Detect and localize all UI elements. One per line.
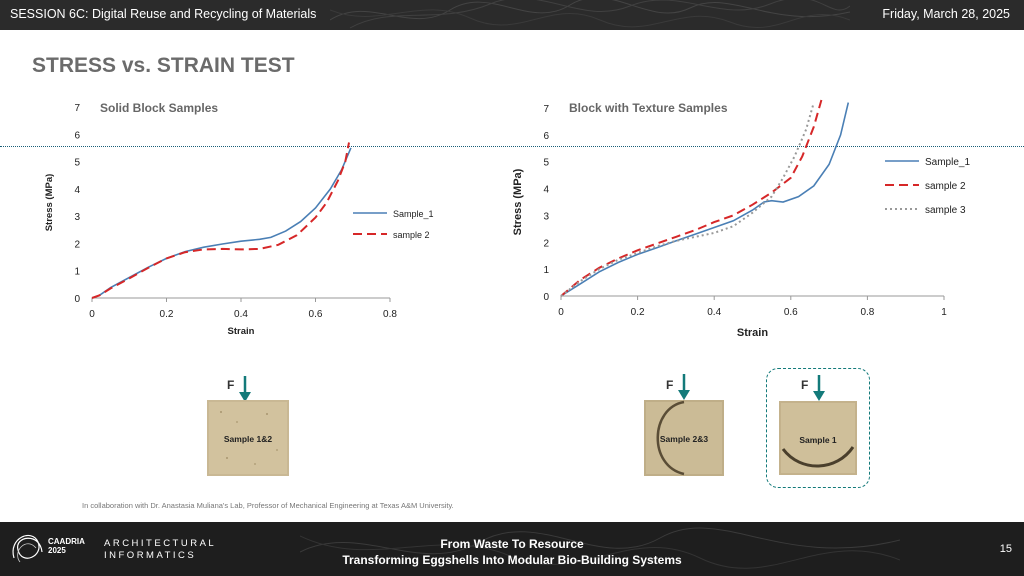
sample-solid-block: F Sample 1&2 [207, 372, 289, 478]
series-line-sample-2 [560, 99, 823, 297]
x-tick-label: 0.6 [309, 309, 323, 320]
y-tick-label: 4 [74, 185, 80, 196]
sample-image [207, 400, 289, 476]
sample-label: Sample 1 [799, 435, 837, 445]
x-axis-label: Strain [228, 326, 255, 337]
sample-label: Sample 1&2 [223, 434, 273, 444]
sample-label: Sample 2&3 [659, 434, 709, 444]
x-tick-label: 0 [89, 309, 95, 320]
legend-label: Sample_1 [925, 157, 970, 168]
legend-label: Sample_1 [393, 209, 434, 219]
force-arrow-icon [813, 375, 825, 401]
x-tick-label: 0.2 [631, 307, 645, 318]
y-tick-label: 7 [74, 103, 80, 114]
talk-title: From Waste To Resource [440, 537, 584, 551]
series-line-sample-1 [560, 102, 850, 297]
x-tick-label: 0.6 [784, 307, 798, 318]
reference-dotted-line [0, 146, 1024, 147]
x-tick-label: 0.2 [160, 309, 174, 320]
x-tick-label: 0.4 [707, 307, 721, 318]
chart-title: Solid Block Samples [100, 101, 218, 115]
force-label: F [227, 378, 235, 392]
y-tick-label: 6 [74, 130, 80, 141]
chart-title: Block with Texture Samples [569, 101, 728, 115]
sample-texture-block-1: F Sample 1 [766, 368, 870, 488]
x-tick-label: 1 [941, 307, 947, 318]
session-date: Friday, March 28, 2025 [882, 7, 1010, 21]
footer-bar: CAADRIA 2025 ARCHITECTURAL INFORMATICS F… [0, 522, 1024, 576]
y-tick-label: 2 [74, 239, 80, 250]
x-tick-label: 0.8 [860, 307, 874, 318]
footer-decoration [300, 527, 900, 569]
y-axis-label: Stress (MPa) [44, 174, 55, 232]
legend-label: sample 2 [393, 230, 430, 240]
x-tick-label: 0.4 [234, 309, 248, 320]
force-arrow-icon [678, 374, 690, 400]
session-title: SESSION 6C: Digital Reuse and Recycling … [10, 7, 317, 21]
header-bar: SESSION 6C: Digital Reuse and Recycling … [0, 0, 1024, 30]
sample-texture-block-2-3: F Sample 2&3 [644, 372, 724, 478]
group-line-1: ARCHITECTURAL [104, 538, 217, 549]
group-name: ARCHITECTURAL INFORMATICS [104, 538, 216, 562]
legend-label: sample 2 [925, 181, 966, 192]
chart-texture-block: Block with Texture Samples 0 1 2 3 4 5 6 7 0 0.2 0.… [512, 99, 970, 339]
y-tick-label: 5 [543, 158, 549, 169]
y-tick-label: 2 [543, 238, 549, 249]
y-tick-label: 4 [543, 185, 549, 196]
x-axis-label: Strain [737, 327, 768, 339]
y-tick-label: 7 [543, 104, 549, 115]
y-tick-label: 0 [543, 292, 549, 303]
talk-subtitle: Transforming Eggshells Into Modular Bio-… [342, 553, 682, 567]
x-tick-label: 0.8 [383, 309, 397, 320]
conference-name: CAADRIA [48, 537, 85, 546]
conference-year: 2025 [48, 546, 66, 555]
force-label: F [666, 378, 674, 392]
legend-label: sample 3 [925, 205, 966, 216]
series-line-sample-1 [91, 147, 352, 299]
y-axis-label: Stress (MPa) [512, 168, 524, 235]
group-line-2: INFORMATICS [104, 550, 197, 561]
sample-image [644, 400, 724, 476]
slide-title: STRESS vs. STRAIN TEST [32, 54, 295, 77]
y-tick-label: 0 [74, 294, 80, 305]
header-decoration [330, 0, 850, 29]
y-tick-label: 3 [74, 212, 80, 223]
collaboration-note: In collaboration with Dr. Anastasia Muli… [82, 501, 454, 510]
y-tick-label: 5 [74, 158, 80, 169]
chart-solid-block: Solid Block Samples 0 1 2 3 4 5 6 7 0 0.2 0.4 0.6 0.8… [44, 101, 434, 337]
caadria-logo-icon [12, 535, 43, 563]
y-tick-label: 1 [543, 265, 549, 276]
y-tick-label: 3 [543, 211, 549, 222]
series-line-sample-3 [560, 102, 815, 297]
series-line-sample-2 [91, 142, 350, 299]
x-tick-label: 0 [558, 307, 564, 318]
y-tick-label: 1 [74, 267, 80, 278]
force-arrow-icon [239, 376, 251, 402]
force-label: F [801, 378, 809, 392]
conference-label: CAADRIA 2025 [48, 537, 85, 555]
sample-image [779, 401, 857, 475]
y-tick-label: 6 [543, 131, 549, 142]
page-number: 15 [999, 543, 1012, 555]
